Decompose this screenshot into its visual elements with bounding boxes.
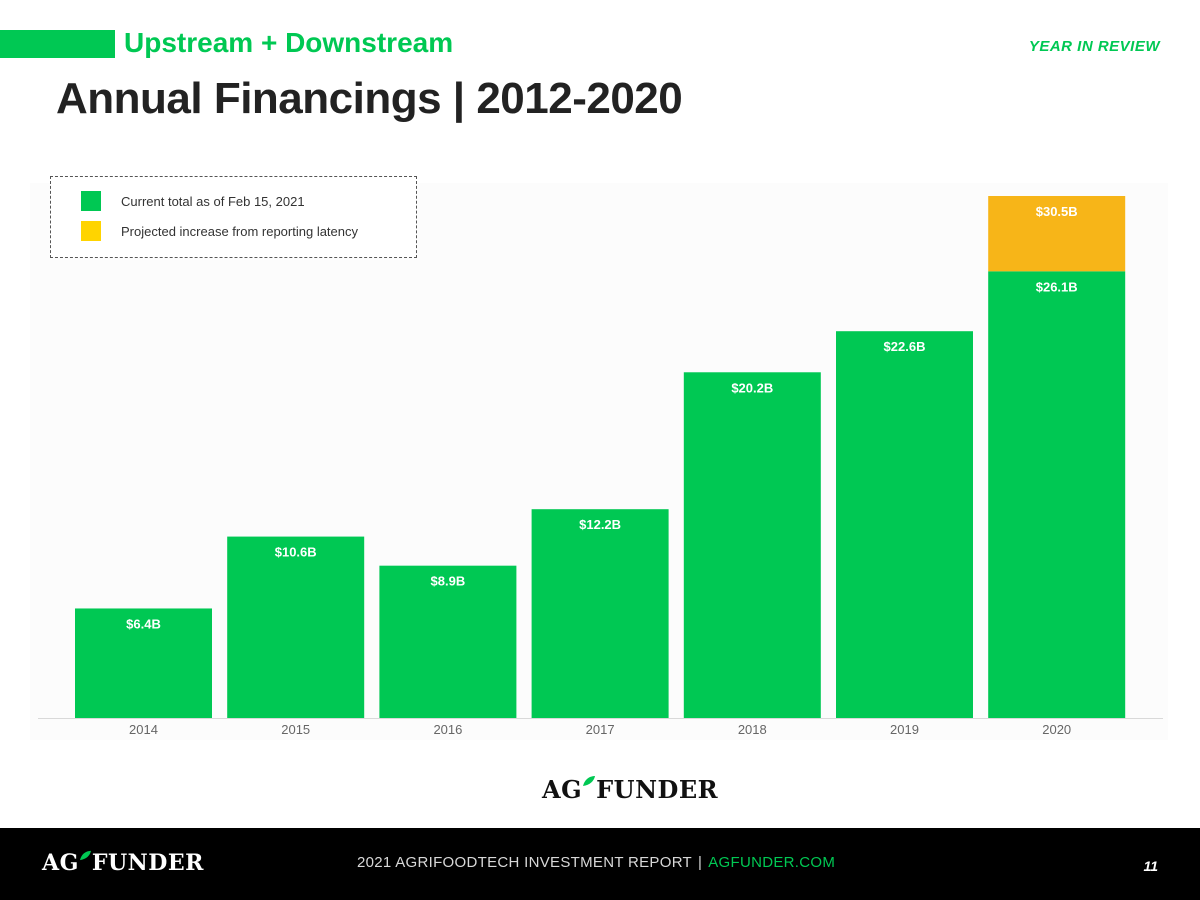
legend-label-current: Current total as of Feb 15, 2021 bbox=[121, 193, 305, 209]
bar-2020-projected bbox=[988, 196, 1126, 272]
footer-logo-letter-g: G bbox=[59, 850, 79, 876]
logo-letter-a: A bbox=[542, 775, 562, 804]
footer-leaf-icon bbox=[79, 850, 91, 861]
footer-logo-letter-a: A bbox=[42, 850, 60, 876]
data-label-2016: $8.9B bbox=[431, 574, 466, 589]
footer-agfunder-logo: AG FUNDER bbox=[42, 850, 204, 876]
data-label-2020-projected: $30.5B bbox=[1036, 204, 1078, 219]
footer-separator: | bbox=[698, 854, 703, 871]
legend-item-projected: Projected increase from reporting latenc… bbox=[81, 221, 358, 241]
page-subtitle: Upstream + Downstream bbox=[124, 27, 454, 58]
logo-wordmark: FUNDER bbox=[596, 775, 719, 804]
data-label-2020: $26.1B bbox=[1036, 279, 1078, 294]
data-label-2017: $12.2B bbox=[579, 517, 621, 532]
section-tag: YEAR IN REVIEW bbox=[1028, 38, 1160, 55]
legend-swatch-current bbox=[81, 191, 101, 211]
data-label-2014: $6.4B bbox=[126, 616, 161, 631]
bar-2016 bbox=[379, 565, 517, 718]
x-tick-label-2015: 2015 bbox=[281, 722, 310, 737]
footer-report-text: 2021 AGRIFOODTECH INVESTMENT REPORT | AGFU… bbox=[357, 854, 835, 871]
legend-label-projected: Projected increase from reporting latenc… bbox=[121, 223, 359, 239]
legend-item-current: Current total as of Feb 15, 2021 bbox=[81, 191, 305, 211]
legend-swatch-projected bbox=[81, 221, 101, 241]
chart-legend: Current total as of Feb 15, 2021 Project… bbox=[50, 176, 417, 258]
page-title: Annual Financings | 2012-2020 bbox=[56, 74, 683, 123]
x-tick-label-2014: 2014 bbox=[129, 722, 158, 737]
footer-logo-wordmark: FUNDER bbox=[91, 850, 204, 876]
footer-site-link[interactable]: AGFUNDER.COM bbox=[708, 854, 836, 871]
data-label-2015: $10.6B bbox=[275, 545, 317, 560]
x-tick-label-2019: 2019 bbox=[890, 722, 919, 737]
leaf-icon bbox=[583, 776, 596, 786]
footer-bar: AG FUNDER 2021 AGRIFOODTECH INVESTMENT RE… bbox=[0, 828, 1200, 900]
data-label-2018: $20.2B bbox=[731, 380, 773, 395]
agfunder-logo: AG FUNDER bbox=[542, 775, 718, 804]
bar-2020 bbox=[988, 271, 1126, 718]
bar-2019 bbox=[836, 331, 973, 718]
footer-report-title: 2021 AGRIFOODTECH INVESTMENT REPORT bbox=[357, 854, 693, 871]
x-tick-label-2016: 2016 bbox=[433, 722, 462, 737]
x-tick-label-2020: 2020 bbox=[1042, 722, 1071, 737]
data-label-2019: $22.6B bbox=[884, 339, 926, 354]
bar-2014 bbox=[75, 608, 212, 718]
accent-bar bbox=[0, 30, 115, 58]
x-tick-label-2018: 2018 bbox=[738, 722, 767, 737]
page-number: 11 bbox=[1143, 858, 1158, 874]
x-tick-label-2017: 2017 bbox=[586, 722, 615, 737]
bar-2018 bbox=[683, 372, 821, 718]
bar-2017 bbox=[531, 509, 669, 718]
bar-2015 bbox=[227, 536, 365, 718]
logo-letter-g: G bbox=[561, 775, 583, 804]
